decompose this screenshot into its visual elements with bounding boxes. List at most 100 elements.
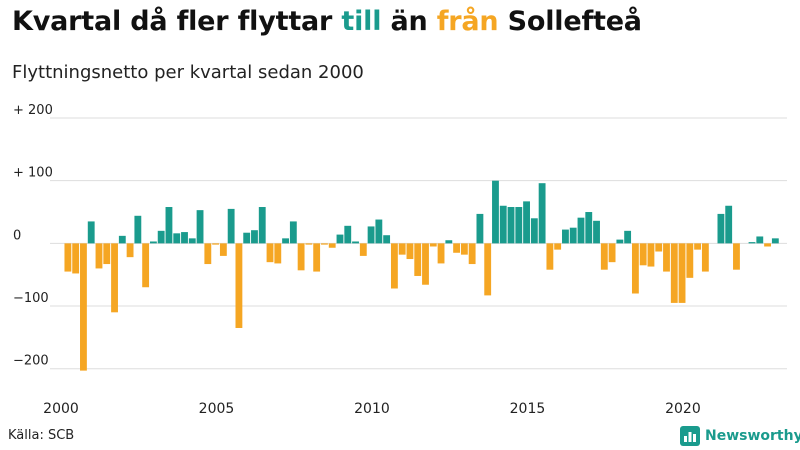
bar <box>297 243 305 271</box>
bar <box>328 243 336 248</box>
bar <box>663 243 670 272</box>
bar <box>352 241 359 244</box>
bar <box>196 210 204 244</box>
bar <box>608 243 616 263</box>
bar <box>647 243 655 267</box>
bar <box>126 243 134 258</box>
y-tick-label: −100 <box>13 291 49 306</box>
bar <box>204 243 212 265</box>
bar <box>282 238 289 244</box>
bar <box>219 243 227 256</box>
title-word-till: till <box>341 6 382 37</box>
bar <box>344 225 352 244</box>
bar <box>235 243 243 328</box>
bar <box>266 243 274 263</box>
bar <box>251 230 258 244</box>
bar <box>725 205 733 244</box>
bar <box>289 221 297 244</box>
bar <box>476 213 484 244</box>
bar <box>375 219 383 244</box>
bar <box>670 243 678 303</box>
x-tick-label: 2005 <box>199 401 235 417</box>
bar <box>577 217 585 244</box>
bar <box>468 243 476 265</box>
bar <box>678 243 686 303</box>
bar <box>437 243 445 264</box>
bar <box>748 242 756 244</box>
bar <box>538 183 546 244</box>
bar <box>359 243 367 256</box>
bar <box>95 243 103 269</box>
bar <box>181 232 188 244</box>
title-text-3: Sollefteå <box>498 6 642 37</box>
x-tick-label: 2015 <box>510 401 546 417</box>
bar <box>507 207 515 244</box>
bar <box>499 205 507 244</box>
title-text-1: Kvartal då fler flyttar <box>12 6 342 37</box>
chart-subtitle: Flyttningsnetto per kvartal sedan 2000 <box>12 62 364 83</box>
bar-chart-icon <box>680 426 700 446</box>
bar <box>600 243 608 270</box>
bar <box>624 230 632 244</box>
bar <box>445 240 453 244</box>
bar <box>305 243 313 245</box>
bar <box>80 243 87 371</box>
brand-name: Newsworthy <box>705 428 800 444</box>
bar <box>212 243 220 245</box>
bar <box>188 238 196 244</box>
bar <box>484 243 492 296</box>
bar <box>398 243 406 255</box>
title-text-2: än <box>381 6 437 37</box>
y-axis-tick-labels: + 200 + 100 0 −100 −200 <box>13 103 53 369</box>
bar <box>562 229 569 244</box>
bar <box>593 220 600 244</box>
bars <box>64 180 779 371</box>
bar <box>313 243 321 272</box>
bar <box>367 226 375 244</box>
bar <box>103 243 111 265</box>
bar <box>173 233 181 244</box>
bar <box>701 243 709 272</box>
bar <box>165 207 173 244</box>
brand-logo: Newsworthy <box>680 426 800 446</box>
bar <box>111 243 118 313</box>
bar <box>390 243 398 289</box>
y-tick-label: + 100 <box>13 166 53 181</box>
bar <box>422 243 429 285</box>
bar <box>383 235 391 244</box>
bar <box>756 236 764 244</box>
bar <box>616 239 624 244</box>
x-tick-label: 2020 <box>665 401 701 417</box>
bar <box>149 241 157 244</box>
bar <box>530 218 538 244</box>
x-tick-label: 2010 <box>354 401 390 417</box>
bar <box>717 213 725 244</box>
bar <box>142 243 150 288</box>
bar <box>336 234 344 244</box>
x-tick-label: 2000 <box>43 401 79 417</box>
bar <box>655 243 663 252</box>
y-tick-label: −200 <box>13 354 49 369</box>
title-word-fran: från <box>436 6 499 37</box>
bar <box>274 243 282 264</box>
bar <box>414 243 422 276</box>
chart-title: Kvartal då fler flyttar till än från Sol… <box>12 6 642 37</box>
bar <box>694 243 702 250</box>
bar <box>686 243 694 278</box>
bar <box>460 243 468 255</box>
bar <box>764 243 771 247</box>
bar <box>118 235 126 244</box>
bar <box>546 243 554 270</box>
bar <box>569 227 577 244</box>
bar <box>733 243 740 270</box>
bar <box>523 201 530 244</box>
bar <box>134 215 142 244</box>
y-tick-label: + 200 <box>13 103 53 118</box>
bar <box>406 243 414 260</box>
source-note: Källa: SCB <box>8 428 75 443</box>
bar <box>87 221 95 244</box>
y-tick-label: 0 <box>13 228 21 243</box>
x-axis-tick-labels: 2000 2005 2010 2015 2020 <box>43 401 701 417</box>
bar <box>72 243 80 274</box>
